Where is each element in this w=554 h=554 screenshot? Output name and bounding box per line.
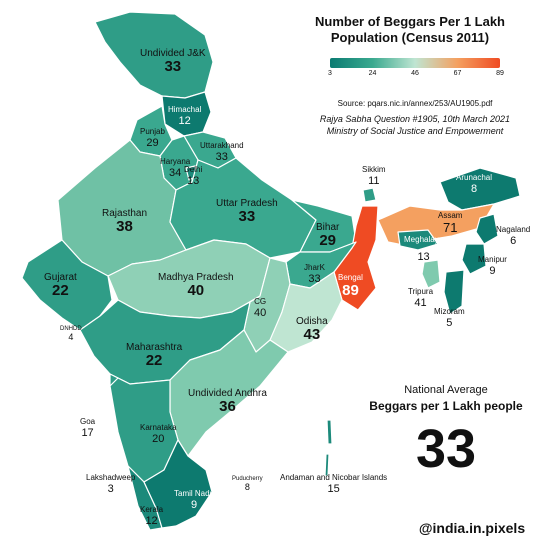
label-meghalaya: Meghalaya 13 bbox=[404, 235, 444, 263]
source-text: Source: pqars.nic.in/annex/253/AU1905.pd… bbox=[337, 99, 493, 108]
reference-line: Ministry of Social Justice and Empowerme… bbox=[326, 126, 504, 137]
label-goa: Goa 17 bbox=[80, 417, 96, 439]
region-odisha[interactable] bbox=[269, 271, 343, 353]
national-average-sublabel: Beggars per 1 Lakh people bbox=[369, 399, 523, 413]
region-sikkim[interactable] bbox=[362, 187, 377, 203]
label-nagaland: Nagaland 6 bbox=[496, 225, 531, 247]
label-jharkhand: JharK 33 bbox=[304, 263, 325, 285]
label-himachal: Himachal 12 bbox=[168, 105, 202, 127]
legend-tick: 24 bbox=[368, 70, 377, 77]
label-sikkim: Sikkim 11 bbox=[362, 165, 386, 187]
label-lakshadweep: Lakshadweep 3 bbox=[86, 473, 136, 495]
label-jk: Undivided J&K 33 bbox=[140, 48, 206, 75]
label-kerala: Kerala 12 bbox=[140, 505, 164, 527]
label-andaman: Andaman and Nicobar Islands 15 bbox=[280, 473, 388, 495]
label-bihar: Bihar 29 bbox=[316, 222, 340, 249]
label-delhi: Delhi 13 bbox=[184, 165, 203, 187]
label-arunachal: Arunachal 8 bbox=[456, 173, 493, 195]
label-andhra: Undivided Andhra 36 bbox=[188, 388, 267, 415]
region-manipur[interactable] bbox=[461, 243, 487, 275]
region-bengal[interactable] bbox=[333, 205, 379, 311]
region-mizoram[interactable] bbox=[443, 269, 465, 315]
label-tripura: Tripura 41 bbox=[408, 287, 434, 309]
label-uttarakhand: Uttarakhand 33 bbox=[200, 141, 244, 163]
credit-handle: @india.in.pixels bbox=[418, 520, 526, 536]
legend-ticks: 3 24 46 67 89 bbox=[328, 68, 504, 80]
legend-tick: 46 bbox=[411, 70, 419, 77]
label-haryana: Haryana 34 bbox=[160, 157, 191, 179]
map-title: Number of Beggars Per 1 Lakh Population … bbox=[315, 14, 505, 46]
label-mp: Madhya Pradesh 40 bbox=[158, 272, 234, 299]
label-manipur: Manipur 9 bbox=[478, 255, 507, 277]
region-himachal[interactable] bbox=[161, 91, 212, 137]
label-puducherry: Puducherry 8 bbox=[232, 476, 263, 492]
label-odisha: Odisha 43 bbox=[296, 316, 328, 343]
label-assam: Assam 71 bbox=[438, 211, 463, 235]
label-up: Uttar Pradesh 33 bbox=[216, 198, 278, 225]
label-gujarat: Gujarat 22 bbox=[44, 272, 77, 299]
label-rajasthan: Rajasthan 38 bbox=[102, 208, 148, 235]
reference-text: Rajya Sabha Question #1905, 10th March 2… bbox=[300, 113, 530, 137]
legend-gradient-bar bbox=[330, 58, 500, 68]
region-tripura[interactable] bbox=[421, 259, 441, 289]
legend-tick: 67 bbox=[453, 70, 462, 77]
region-arunachal[interactable] bbox=[439, 167, 521, 211]
label-maharashtra: Maharashtra 22 bbox=[126, 342, 183, 369]
label-dnhdd: DNHDD 4 bbox=[60, 326, 82, 342]
label-tamilnadu: Tamil Nadu 9 bbox=[174, 489, 215, 511]
label-karnataka: Karnataka 20 bbox=[140, 423, 177, 445]
reference-line: Rajya Sabha Question #1905, 10th March 2… bbox=[319, 114, 511, 124]
label-chhattisgarh: CG 40 bbox=[254, 297, 267, 319]
legend-tick: 3 bbox=[328, 70, 332, 77]
label-punjab: Punjab 29 bbox=[140, 127, 165, 149]
region-andaman[interactable] bbox=[324, 419, 333, 477]
region-meghalaya[interactable] bbox=[397, 229, 439, 251]
label-mizoram: Mizoram 5 bbox=[434, 307, 465, 329]
national-average-label: National Average bbox=[404, 384, 488, 396]
region-nagaland[interactable] bbox=[475, 213, 499, 245]
label-bengal: Bengal 89 bbox=[338, 273, 363, 299]
national-average-value: 33 bbox=[415, 419, 477, 479]
legend-tick: 89 bbox=[496, 70, 504, 77]
color-legend: 3 24 46 67 89 bbox=[328, 58, 504, 80]
region-tamilnadu[interactable] bbox=[143, 439, 213, 529]
